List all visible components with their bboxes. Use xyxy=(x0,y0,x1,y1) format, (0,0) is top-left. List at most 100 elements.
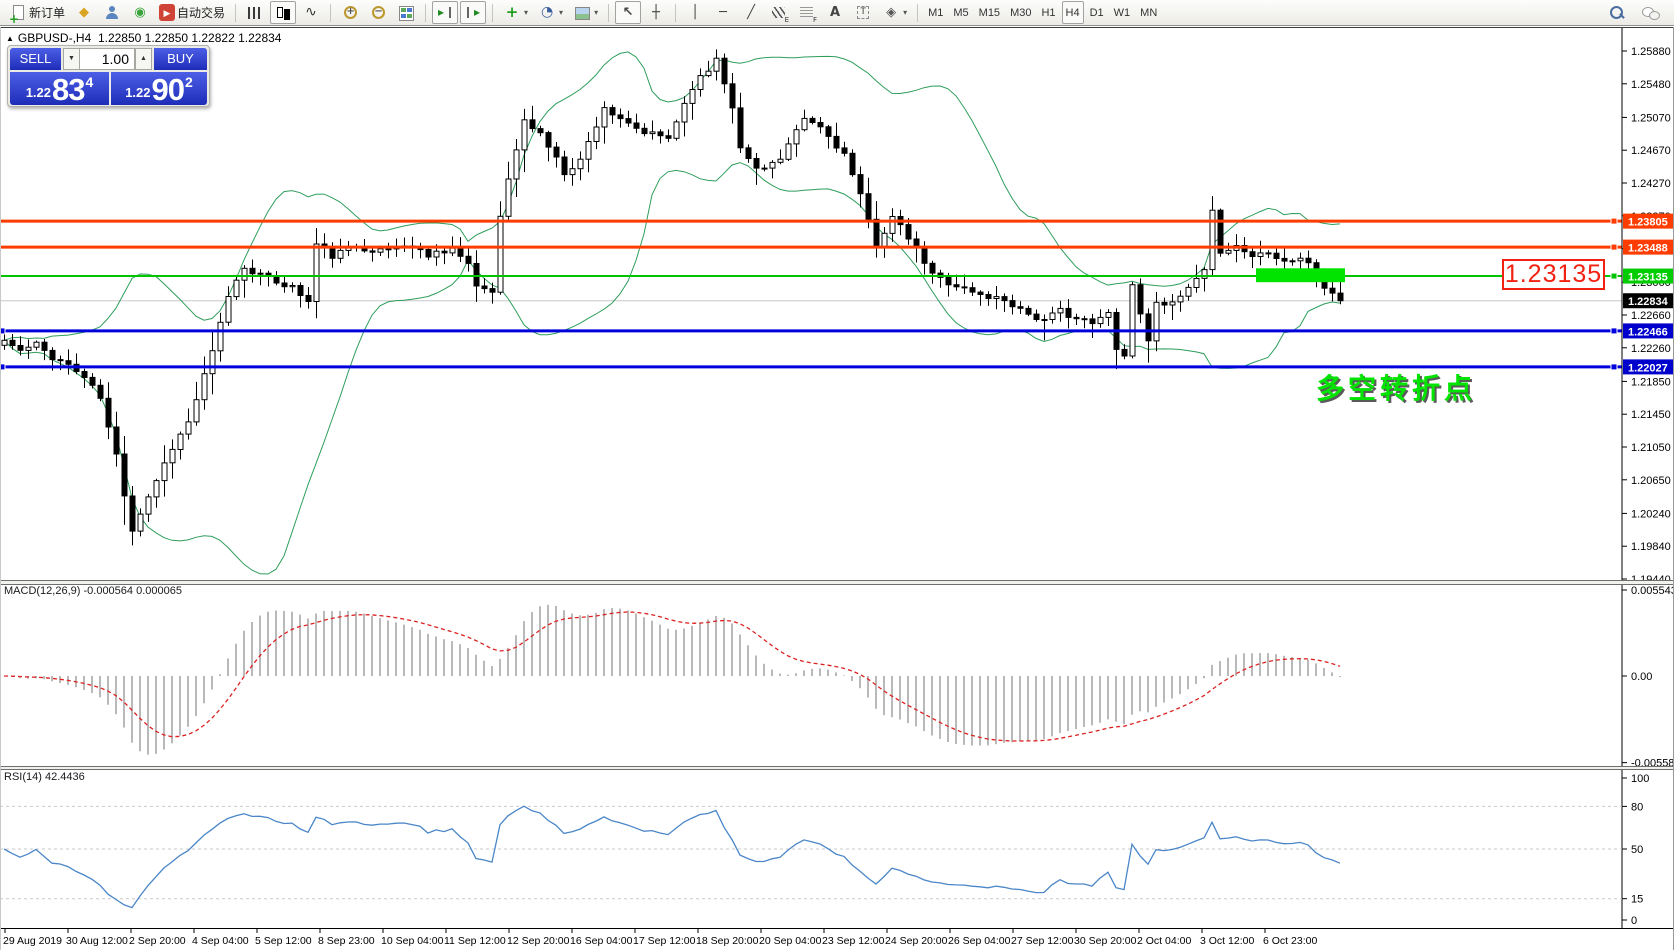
price-line-label-bg xyxy=(1623,323,1674,339)
price-tick-label: 1.20650 xyxy=(1631,475,1671,487)
candle-bearish xyxy=(329,247,336,259)
timeframe-d1[interactable]: D1 xyxy=(1086,1,1108,24)
candle-bearish xyxy=(385,248,392,251)
volume-decrease-button[interactable]: ▼ xyxy=(63,48,80,70)
timeframe-m30[interactable]: M30 xyxy=(1006,1,1035,24)
toolbar-separator xyxy=(330,3,332,22)
chat-icon[interactable] xyxy=(1637,1,1663,24)
time-tick-label: 8 Sep 23:00 xyxy=(318,935,375,947)
text-label-button[interactable] xyxy=(850,1,876,24)
vertical-line-button[interactable] xyxy=(682,1,708,24)
candle-bearish xyxy=(641,127,648,135)
templates-button-dropdown-icon[interactable]: ▾ xyxy=(594,8,599,17)
buy-price[interactable]: 1.22 90 2 xyxy=(111,72,207,105)
rsi-name: RSI(14) xyxy=(4,771,42,783)
line-endpoint-marker xyxy=(1610,243,1618,251)
indicators-button-dropdown-icon[interactable]: ▾ xyxy=(524,8,529,17)
candle-bullish xyxy=(337,249,344,259)
time-tick-label: 10 Sep 04:00 xyxy=(381,935,444,947)
deposit-icon[interactable] xyxy=(71,1,97,24)
price-tick-label: 1.24270 xyxy=(1631,178,1671,190)
timeframe-w1[interactable]: W1 xyxy=(1110,1,1135,24)
time-tick-label: 2 Sep 20:00 xyxy=(129,935,186,947)
arrows-button-dropdown-icon[interactable]: ▾ xyxy=(903,8,908,17)
tile-windows-button[interactable] xyxy=(393,1,419,24)
collapse-icon[interactable]: ▲ xyxy=(6,34,14,43)
indicators-button[interactable]: ▾ xyxy=(499,1,532,24)
trendline-button[interactable] xyxy=(738,1,764,24)
candle-bullish xyxy=(1049,312,1056,320)
templates-button-icon xyxy=(573,4,591,21)
candle-bullish xyxy=(225,296,232,323)
signals-icon[interactable] xyxy=(127,1,153,24)
candle-bullish xyxy=(585,141,592,160)
chart-shift-button[interactable] xyxy=(432,1,459,24)
price-tick-label: 1.21850 xyxy=(1631,376,1671,388)
candle-bearish xyxy=(441,250,448,254)
candle-bearish xyxy=(865,193,872,220)
sell-price[interactable]: 1.22 83 4 xyxy=(10,72,109,105)
fibonacci-button-icon xyxy=(798,4,817,24)
timeframe-mn-label: MN xyxy=(1140,6,1158,19)
zoom-in-button[interactable] xyxy=(337,1,363,24)
auto-scroll-button[interactable] xyxy=(460,1,487,24)
time-tick-label: 6 Oct 23:00 xyxy=(1263,935,1317,947)
zoom-out-button[interactable] xyxy=(365,1,391,24)
text-button[interactable] xyxy=(822,1,848,24)
sell-button[interactable]: SELL xyxy=(10,48,61,70)
candlestick-chart-button-icon xyxy=(274,4,292,21)
bar-chart-button[interactable] xyxy=(242,1,268,24)
timeframe-m5[interactable]: M5 xyxy=(949,1,972,24)
candle-bearish xyxy=(1033,313,1040,321)
autotrading-button[interactable]: 自动交易 xyxy=(155,1,229,24)
candle-bearish xyxy=(537,128,544,134)
cursor-button[interactable] xyxy=(615,1,642,24)
periods-button-dropdown-icon[interactable]: ▾ xyxy=(559,8,564,17)
toolbar-groups: 新订单 自动交易 ▾ ▾ ▾ ▾ M1 M5 M15 M30 H1 H4 D1 W1 MN xyxy=(4,1,1602,25)
timeframe-h1[interactable]: H1 xyxy=(1037,1,1059,24)
price-tick-label: 1.20240 xyxy=(1631,508,1671,520)
candle-bullish xyxy=(449,247,456,254)
candle-bearish xyxy=(1281,257,1288,262)
line-chart-button[interactable] xyxy=(298,1,324,24)
candle-bearish xyxy=(1273,252,1280,259)
price-line-label: 1.22466 xyxy=(1628,326,1668,338)
candle-bearish xyxy=(841,147,848,154)
templates-button[interactable]: ▾ xyxy=(569,1,602,24)
candle-bullish xyxy=(241,267,248,281)
turning-point-annotation: 多空转折点 xyxy=(1316,372,1477,405)
candlestick-chart-button[interactable] xyxy=(270,1,297,24)
candle-bearish xyxy=(849,152,856,176)
timeframe-h4[interactable]: H4 xyxy=(1061,1,1084,24)
candle-bullish xyxy=(1201,269,1208,279)
fibonacci-button[interactable] xyxy=(794,1,820,24)
crosshair-button[interactable] xyxy=(643,1,669,24)
arrows-button[interactable]: ▾ xyxy=(878,1,911,24)
search-icon[interactable] xyxy=(1603,1,1629,24)
horizontal-line-button[interactable] xyxy=(710,1,736,24)
candle-bearish xyxy=(1089,318,1096,325)
timeframe-mn[interactable]: MN xyxy=(1136,1,1161,24)
volume-input[interactable]: 1.00 xyxy=(79,48,135,70)
price-line-label: 1.22834 xyxy=(1628,296,1669,308)
arrows-button-icon xyxy=(882,4,900,21)
periods-button[interactable]: ▾ xyxy=(534,1,567,24)
timeframe-m15[interactable]: M15 xyxy=(975,1,1004,24)
highlight-rectangle-object xyxy=(1256,268,1345,283)
candle-bearish xyxy=(977,291,984,296)
price-callout-box[interactable]: 1.23135 xyxy=(1502,259,1605,290)
time-tick-label: 12 Sep 20:00 xyxy=(507,935,570,947)
profile-icon[interactable] xyxy=(99,1,125,24)
macd-name: MACD(12,26,9) xyxy=(4,585,81,597)
candle-bullish xyxy=(193,399,200,423)
candle-bullish xyxy=(1153,301,1160,342)
candle-bearish xyxy=(489,288,496,293)
equidistant-channel-button[interactable] xyxy=(766,1,792,24)
buy-button-label: BUY xyxy=(167,51,194,66)
new-order-button[interactable]: 新订单 xyxy=(5,1,69,25)
timeframe-m1[interactable]: M1 xyxy=(924,1,947,24)
candle-bearish xyxy=(369,250,376,253)
buy-button[interactable]: BUY xyxy=(154,48,207,70)
volume-increase-button[interactable]: ▲ xyxy=(135,48,152,70)
